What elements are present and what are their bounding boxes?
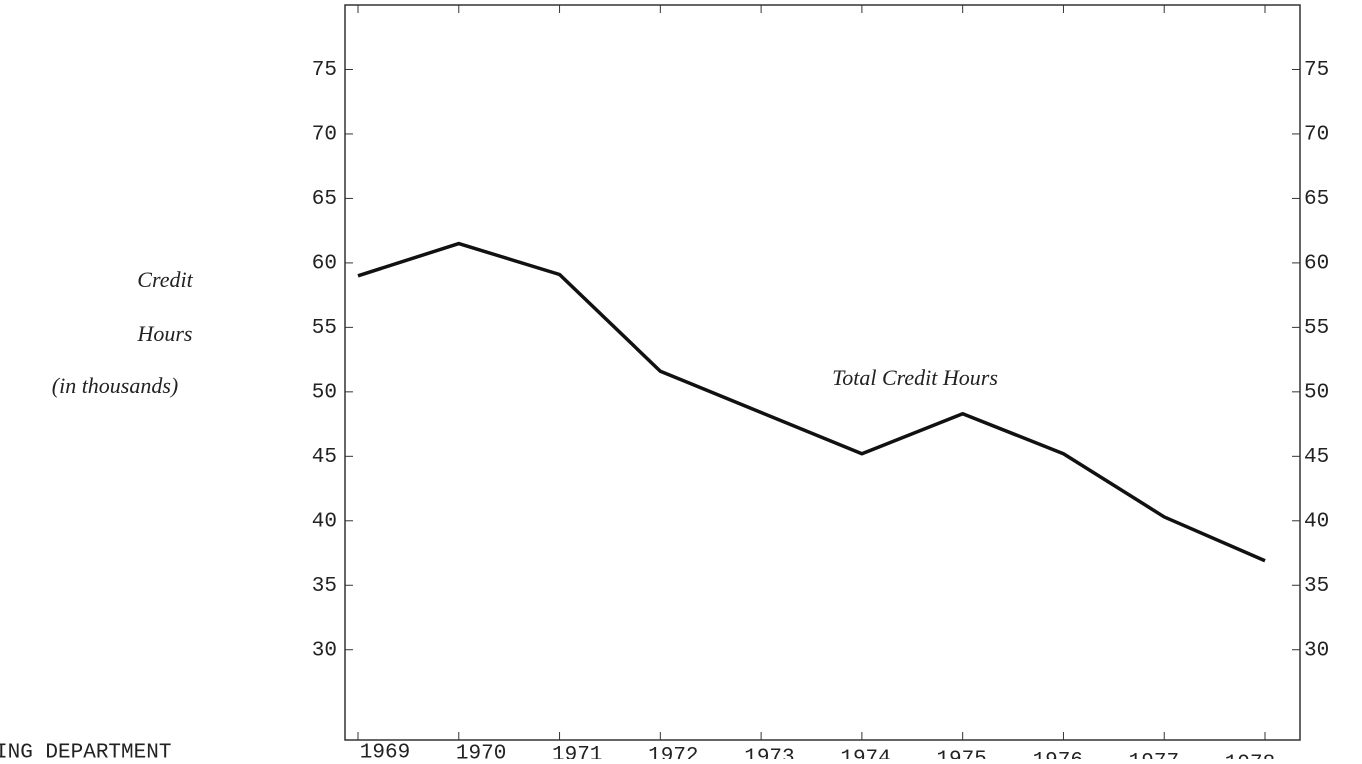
footer: ING DEPARTMENT — [0, 742, 171, 759]
plot-frame — [344, 4, 1301, 741]
y-tick-label: 70 — [312, 123, 337, 146]
y-axis-label: Hours — [136, 321, 192, 346]
x-tick-label: 1973 — [744, 746, 794, 759]
y2-tick-label: 45 — [1304, 446, 1329, 469]
x-tick-label: 1978 — [1225, 752, 1275, 759]
y-tick-label: 45 — [312, 446, 337, 469]
y-tick-label: 65 — [312, 188, 337, 211]
y2-tick-label: 70 — [1304, 123, 1329, 146]
x-tick-label: 1976 — [1033, 750, 1083, 759]
x-tick-label: 1972 — [648, 745, 698, 759]
y-tick-label: 30 — [312, 639, 337, 662]
y2-tick-label: 40 — [1304, 510, 1329, 533]
y-tick-label: 55 — [312, 317, 337, 340]
x-tick-label: 1970 — [456, 743, 506, 759]
annotation: Total Credit Hours — [832, 365, 998, 390]
x-tick-label: 1974 — [840, 748, 890, 759]
y-axis-label: Credit — [137, 267, 193, 292]
y2-tick-label: 50 — [1304, 381, 1329, 404]
x-tick-label: 1977 — [1129, 751, 1179, 759]
y-axis-label: (in thousands) — [52, 373, 179, 398]
y2-tick-label: 55 — [1304, 317, 1329, 340]
y-tick-label: 50 — [312, 381, 337, 404]
x-tick-label: 1969 — [360, 742, 410, 759]
data-line — [357, 241, 1266, 563]
x-tick-label: 1975 — [936, 749, 986, 759]
y2-tick-label: 30 — [1304, 639, 1329, 662]
y2-tick-label: 35 — [1304, 575, 1329, 598]
y-tick-label: 40 — [312, 510, 337, 533]
y2-tick-label: 60 — [1304, 252, 1329, 275]
y-tick-label: 60 — [312, 252, 337, 275]
y2-tick-label: 75 — [1304, 59, 1329, 82]
x-tick-label: 1971 — [552, 744, 602, 759]
y-tick-label: 75 — [312, 59, 337, 82]
y-tick-label: 35 — [312, 575, 337, 598]
y2-tick-label: 65 — [1304, 188, 1329, 211]
